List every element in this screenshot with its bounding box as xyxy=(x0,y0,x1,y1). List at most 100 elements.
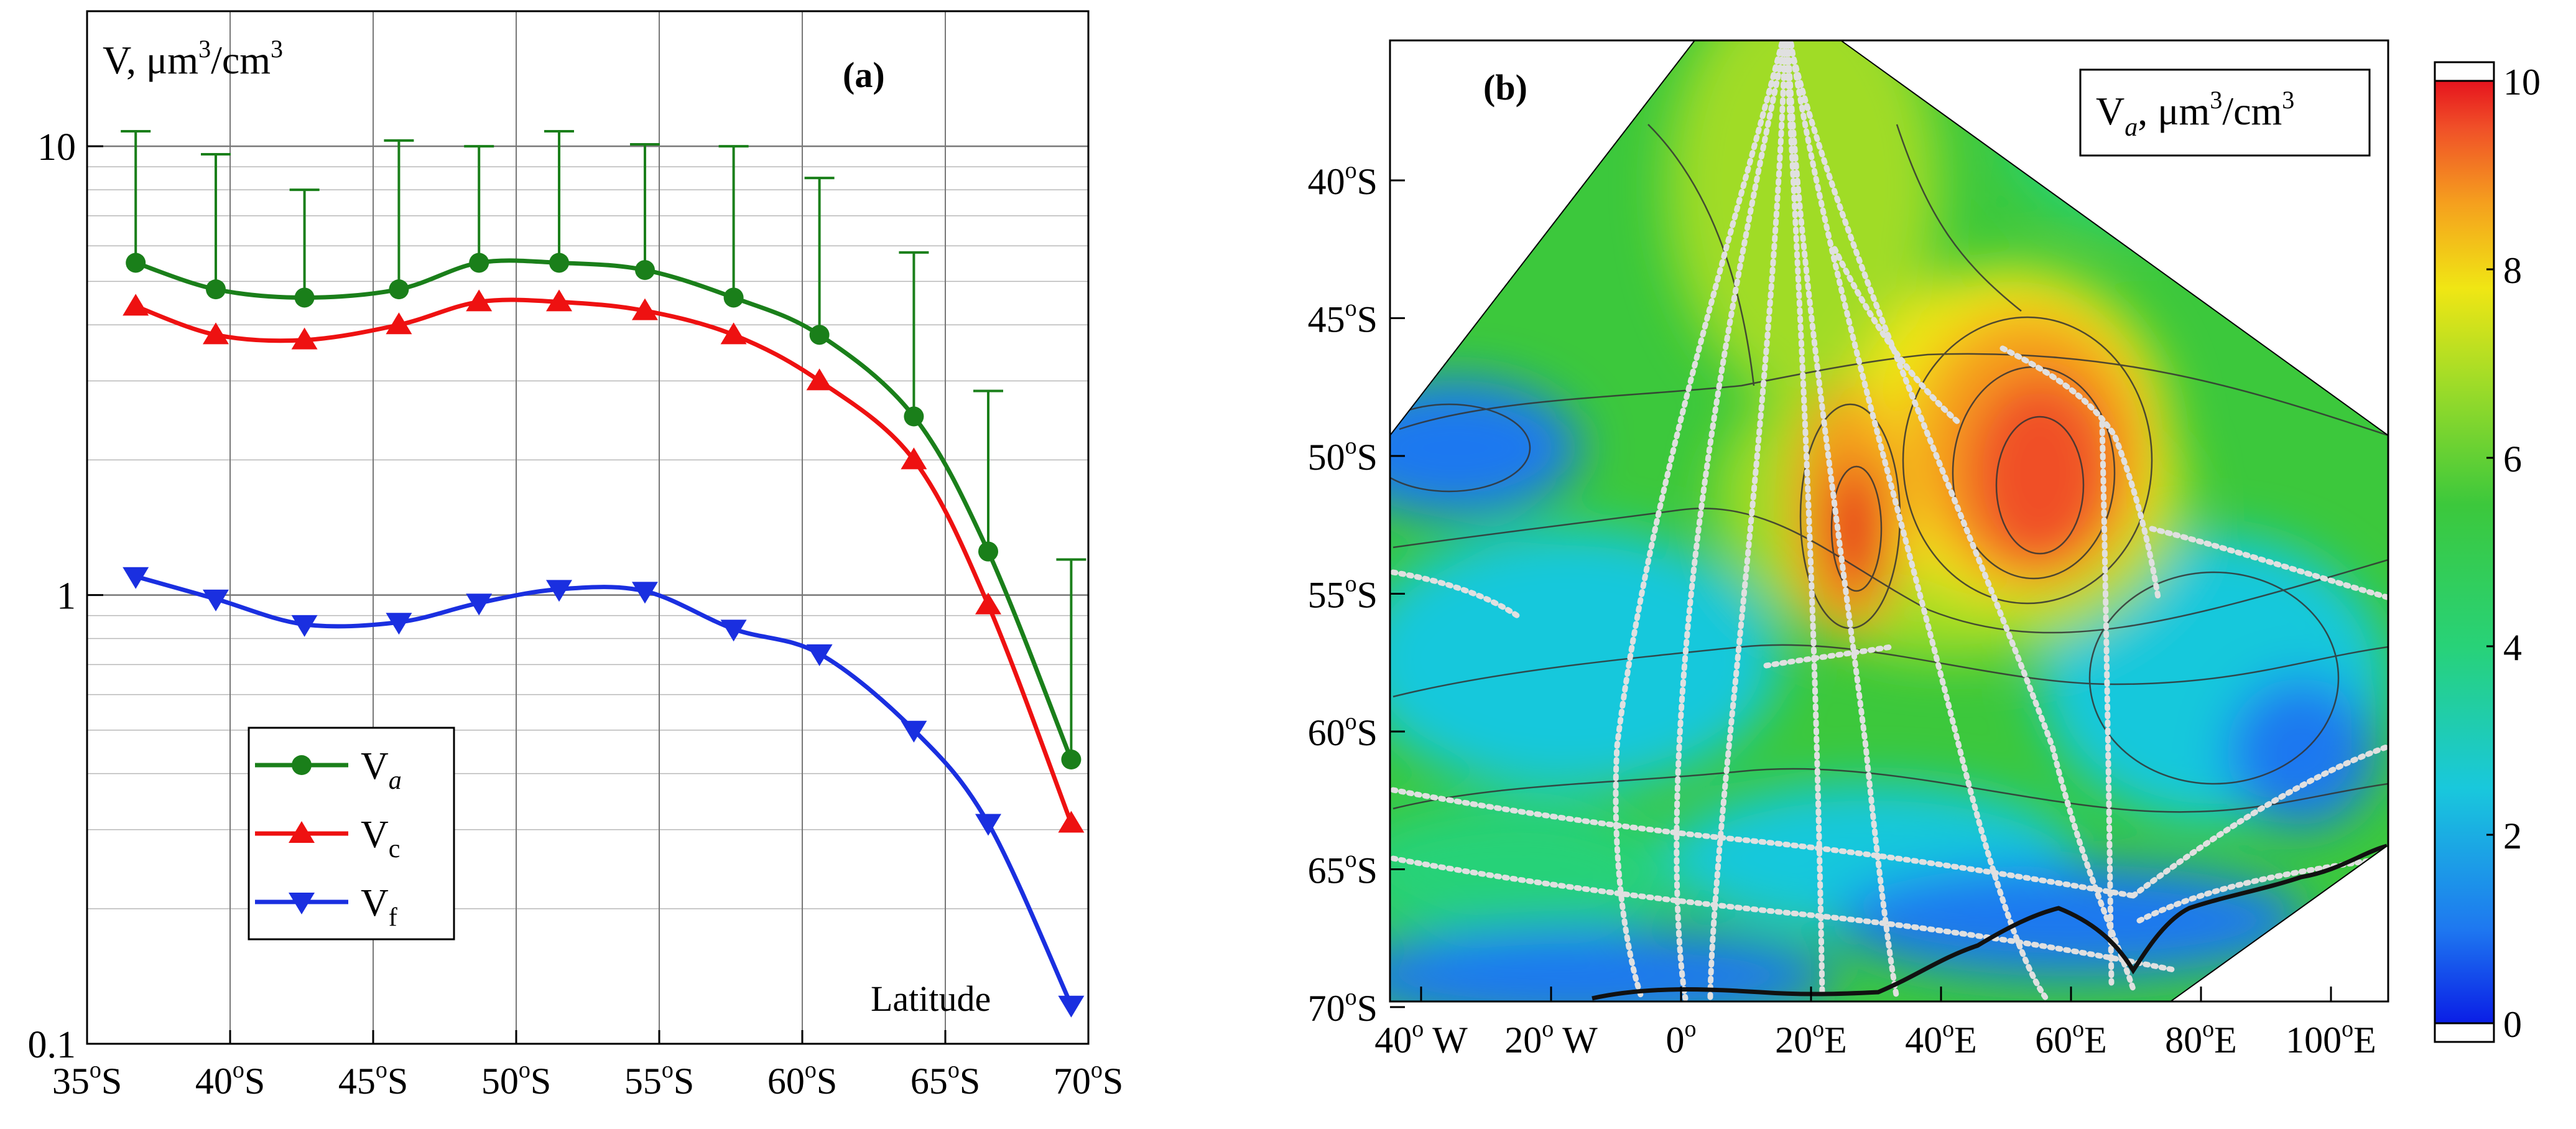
lon-tick-number: 60 xyxy=(2035,1020,2072,1061)
x-tick-hemisphere: S xyxy=(960,1061,980,1102)
panel-b-label: (b) xyxy=(1483,67,1527,108)
colorbar-top-cap xyxy=(2434,61,2495,82)
x-tick-label: 70oS xyxy=(1054,1057,1123,1102)
colorbar-tick-label: 6 xyxy=(2503,439,2522,480)
data-point xyxy=(291,327,318,350)
x-tick-label: 60oS xyxy=(767,1057,837,1102)
lon-tick-hemisphere: E xyxy=(2084,1020,2107,1061)
lon-tick-hemisphere: W xyxy=(1424,1020,1468,1061)
panel-a-ylabel: V, μm3/cm3 xyxy=(103,35,283,82)
x-tick-number: 55 xyxy=(624,1061,662,1102)
x-tick-degree: o xyxy=(90,1057,101,1083)
lon-tick-degree: o xyxy=(1942,1016,1954,1042)
lon-tick-degree: o xyxy=(1812,1016,1824,1042)
lon-tick-number: 40 xyxy=(1905,1020,1942,1061)
lat-tick-label: 70oS xyxy=(1308,984,1378,1029)
lat-tick-number: 55 xyxy=(1308,575,1345,616)
antarctic-coastline xyxy=(1591,843,2388,1001)
lon-tick-degree: o xyxy=(1412,1016,1424,1042)
data-point xyxy=(386,613,412,635)
lat-tick-label: 65oS xyxy=(1308,847,1378,891)
lat-tick-label: 60oS xyxy=(1308,709,1378,753)
panel-a-series xyxy=(121,130,1086,1018)
lat-tick-number: 40 xyxy=(1308,161,1345,202)
colorbar: 0 2 4 6 8 10 xyxy=(2434,61,2541,1045)
y-tick-label: 10 xyxy=(37,126,76,169)
legend-marker xyxy=(289,893,315,914)
lon-tick-number: 20 xyxy=(1504,1020,1542,1061)
lon-tick-hemisphere: E xyxy=(2214,1020,2237,1061)
lat-tick-number: 60 xyxy=(1308,712,1345,753)
legend-label-main: V xyxy=(361,745,389,788)
colorbar-title-mid: , μm xyxy=(2138,89,2210,133)
x-tick-degree: o xyxy=(948,1057,960,1083)
lon-tick-hemisphere: E xyxy=(1824,1020,1847,1061)
colorbar-tick-label: 2 xyxy=(2503,815,2522,857)
lat-tick-hemisphere: S xyxy=(1357,988,1378,1029)
panel-a-plot-frame xyxy=(86,10,1090,1045)
series-Vc xyxy=(123,289,1085,833)
legend-label: Vf xyxy=(361,882,397,932)
data-point xyxy=(901,720,927,743)
x-tick-degree: o xyxy=(376,1057,387,1083)
x-tick-label: 50oS xyxy=(481,1057,551,1102)
lon-tick-degree: o xyxy=(2072,1016,2084,1042)
data-point xyxy=(1058,811,1085,833)
y-tick-label: 0.1 xyxy=(28,1024,76,1066)
lat-tick-degree: o xyxy=(1345,433,1357,459)
y-tick-label: 1 xyxy=(57,575,76,618)
legend-label-sub: c xyxy=(389,835,401,863)
x-tick-label: 40oS xyxy=(195,1057,265,1102)
lat-tick-hemisphere: S xyxy=(1357,575,1378,616)
legend-label: Va xyxy=(361,745,402,795)
lat-tick-hemisphere: S xyxy=(1357,437,1378,478)
colorbar-title: Va, μm3/cm3 xyxy=(2096,86,2294,142)
lon-tick-degree: o xyxy=(1685,1016,1697,1042)
x-tick-number: 60 xyxy=(767,1061,805,1102)
lon-tick-label: 0o xyxy=(1666,1016,1697,1061)
data-point xyxy=(466,289,493,312)
data-point xyxy=(1058,995,1085,1018)
panel-a-xlabel: Latitude xyxy=(871,978,991,1019)
lon-tick-label: 80oE xyxy=(2165,1016,2237,1061)
legend-label-main: V xyxy=(361,882,389,924)
data-point xyxy=(123,567,149,589)
data-point xyxy=(975,814,1001,836)
data-point xyxy=(901,447,927,470)
legend-label-sub: a xyxy=(389,766,402,795)
ship-tracks xyxy=(1390,40,2388,1001)
x-tick-label: 55oS xyxy=(624,1057,694,1102)
lon-tick-hemisphere: E xyxy=(1954,1020,1977,1061)
x-tick-label: 45oS xyxy=(338,1057,408,1102)
data-point xyxy=(466,593,493,616)
data-point xyxy=(720,620,747,642)
x-tick-number: 40 xyxy=(195,1061,233,1102)
lat-tick-label: 55oS xyxy=(1308,571,1378,616)
lat-tick-label: 50oS xyxy=(1308,433,1378,478)
x-tick-number: 35 xyxy=(52,1061,90,1102)
colorbar-title-prefix: V xyxy=(2096,89,2124,133)
lon-tick-label: 40oE xyxy=(1905,1016,1977,1061)
lat-tick-label: 45oS xyxy=(1308,295,1378,340)
lon-tick-number: 20 xyxy=(1775,1020,1812,1061)
x-tick-degree: o xyxy=(662,1057,674,1083)
data-point xyxy=(469,253,489,273)
map-diagonal-edge-bottom xyxy=(2170,845,2388,1002)
colorbar-ticks: 0 2 4 6 8 10 xyxy=(2486,62,2541,1045)
series-line xyxy=(135,258,1073,761)
lat-tick-number: 65 xyxy=(1308,850,1345,891)
x-tick-hemisphere: S xyxy=(101,1061,122,1102)
colorbar-tick-label: 0 xyxy=(2503,1004,2522,1045)
data-point xyxy=(203,322,229,345)
lat-tick-label: 40oS xyxy=(1308,157,1378,202)
lon-tick-degree: o xyxy=(2342,1016,2353,1042)
colorbar-tick-label: 4 xyxy=(2503,627,2522,668)
lon-tick-degree: o xyxy=(1542,1016,1554,1042)
x-tick-hemisphere: S xyxy=(244,1061,265,1102)
lon-tick-degree: o xyxy=(2202,1016,2214,1042)
